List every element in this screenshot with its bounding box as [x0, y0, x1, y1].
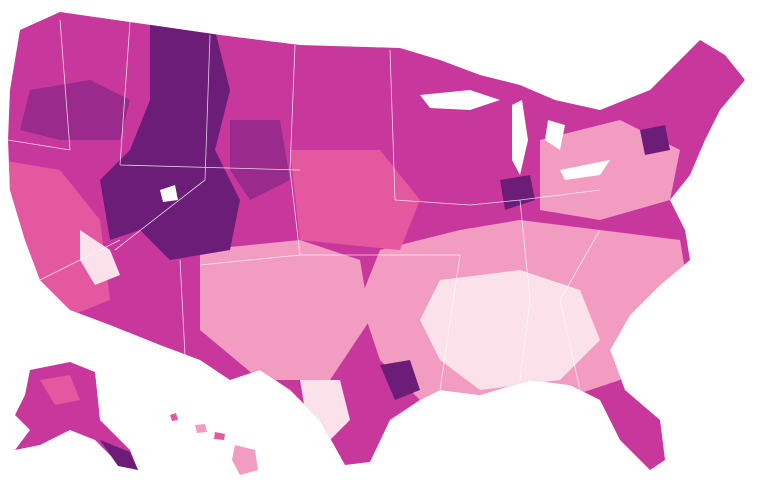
hawaii [170, 413, 178, 421]
region [420, 270, 600, 390]
lake [160, 185, 178, 202]
region [100, 440, 138, 470]
region [20, 80, 130, 140]
region [230, 120, 290, 200]
lake [420, 90, 500, 110]
lake [512, 100, 528, 175]
region [200, 240, 370, 380]
hawaii [195, 424, 207, 433]
hawaii [232, 445, 258, 475]
region [80, 230, 120, 285]
lake [560, 160, 610, 180]
lake [545, 120, 565, 150]
region [290, 150, 420, 250]
region [300, 380, 350, 440]
region [40, 375, 80, 405]
region [640, 125, 670, 155]
region [380, 360, 420, 400]
hawaii [214, 432, 225, 440]
region [100, 20, 240, 260]
